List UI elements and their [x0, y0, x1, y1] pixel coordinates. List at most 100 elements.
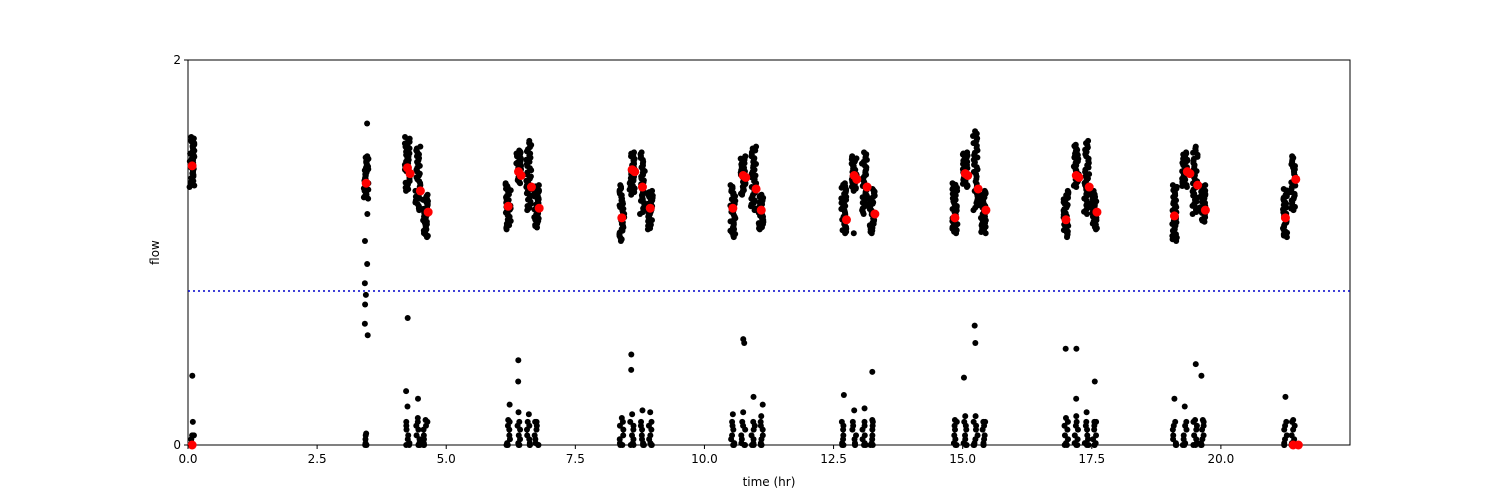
x-tick-label: 10.0 — [691, 452, 718, 466]
data-point — [189, 418, 196, 425]
data-point — [616, 436, 623, 443]
data-point — [515, 357, 522, 364]
data-point — [1288, 432, 1295, 439]
data-point — [189, 372, 196, 379]
mean-point — [187, 440, 197, 450]
data-point — [526, 137, 533, 144]
data-point — [420, 432, 427, 439]
data-point — [981, 187, 988, 194]
data-point — [849, 418, 856, 425]
mean-point — [503, 201, 513, 211]
data-point — [970, 418, 977, 425]
data-point — [535, 182, 542, 189]
data-point — [406, 135, 413, 142]
data-point — [949, 180, 956, 187]
data-point — [1200, 432, 1207, 439]
data-point — [727, 182, 734, 189]
data-point — [524, 432, 531, 439]
data-point — [741, 339, 748, 346]
data-point — [533, 418, 540, 425]
data-point — [404, 403, 411, 410]
x-axis: 0.0 2.5 5.0 7.5 10.0 12.5 15.0 17.5 20.0 — [178, 445, 1234, 466]
data-point — [189, 432, 196, 439]
data-point — [1171, 395, 1178, 402]
data-point — [1062, 415, 1069, 422]
data-point — [506, 401, 513, 408]
data-point — [402, 134, 409, 140]
data-point — [840, 432, 847, 439]
data-point — [361, 280, 368, 287]
data-point — [361, 237, 368, 244]
data-point — [1083, 418, 1090, 425]
mean-point — [187, 161, 197, 171]
data-point — [188, 134, 195, 140]
data-point — [1181, 403, 1188, 410]
data-point — [618, 415, 625, 422]
data-point — [638, 149, 645, 156]
data-point — [515, 432, 522, 439]
mean-points-layer — [187, 161, 1303, 450]
data-point — [1085, 137, 1092, 144]
data-point — [1091, 418, 1098, 425]
mean-point — [1092, 207, 1102, 217]
data-point — [647, 432, 654, 439]
data-point — [1084, 432, 1091, 439]
data-point — [838, 418, 845, 425]
data-point — [1290, 416, 1297, 423]
data-point — [649, 187, 656, 194]
data-point — [1283, 418, 1290, 425]
data-point — [628, 351, 635, 358]
data-point — [629, 432, 636, 439]
data-point — [759, 401, 766, 408]
data-point — [639, 407, 646, 414]
data-point — [962, 413, 969, 420]
data-point — [424, 191, 431, 198]
data-point — [1191, 432, 1198, 439]
mean-point — [1084, 182, 1094, 192]
data-point — [628, 366, 635, 373]
data-point — [516, 418, 523, 425]
data-point — [960, 374, 967, 381]
data-point — [515, 409, 522, 416]
mean-point — [741, 172, 751, 182]
data-point — [841, 180, 848, 187]
data-point — [753, 143, 760, 150]
mean-point — [870, 209, 880, 219]
data-point — [647, 409, 654, 416]
x-tick-label: 5.0 — [437, 452, 456, 466]
mean-point — [1061, 215, 1071, 225]
data-point — [1193, 422, 1200, 429]
data-point — [1172, 418, 1179, 425]
data-point — [962, 432, 969, 439]
mean-point — [534, 203, 544, 213]
data-point — [525, 411, 532, 418]
data-point — [869, 432, 876, 439]
data-point — [951, 432, 958, 439]
data-point — [620, 432, 627, 439]
x-axis-label: time (hr) — [743, 475, 796, 489]
data-point — [506, 432, 513, 439]
data-point — [972, 339, 979, 346]
mean-point — [645, 203, 655, 213]
data-point — [981, 432, 988, 439]
data-point — [971, 322, 978, 329]
data-point — [1282, 393, 1289, 400]
mean-point — [1074, 172, 1084, 182]
data-point — [869, 416, 876, 423]
mean-point — [981, 205, 991, 215]
mean-point — [617, 213, 627, 223]
data-point — [1289, 153, 1296, 160]
data-point — [515, 378, 522, 385]
data-point — [1064, 187, 1071, 194]
mean-point — [415, 186, 425, 196]
mean-point — [1169, 211, 1179, 221]
mean-point — [751, 184, 761, 194]
data-point — [363, 430, 370, 437]
mean-point — [1280, 213, 1290, 223]
data-point — [840, 391, 847, 398]
mean-point — [637, 182, 647, 192]
data-point — [638, 418, 645, 425]
data-point — [502, 180, 509, 187]
data-point — [851, 407, 858, 414]
